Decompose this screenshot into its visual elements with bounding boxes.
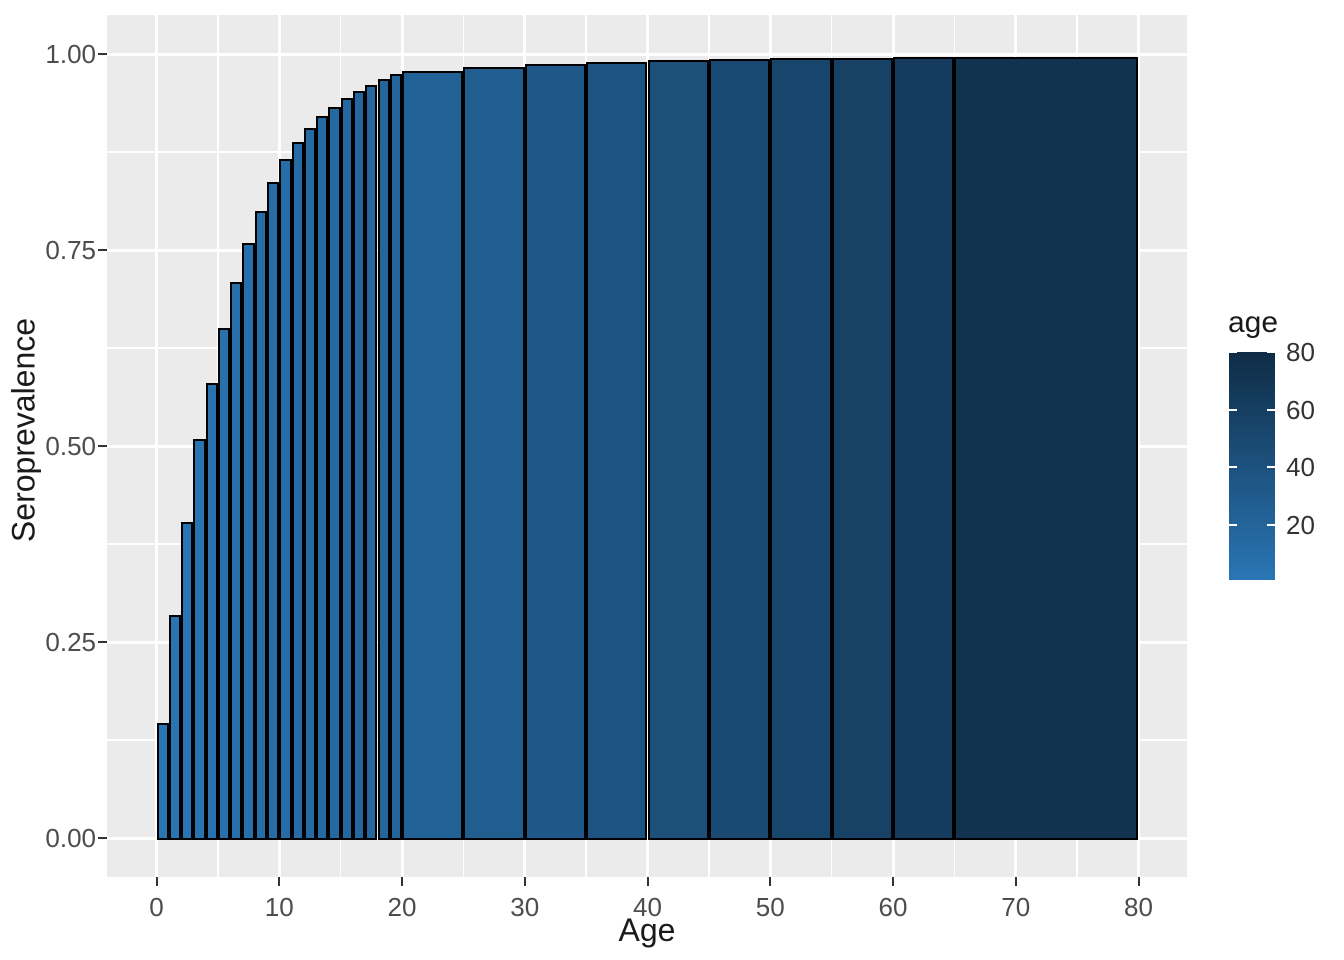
legend-tick-mark	[1267, 408, 1275, 411]
bar-age-30-35	[524, 63, 587, 840]
bar-age-11-12	[291, 141, 304, 840]
y-tick-mark	[98, 53, 107, 55]
legend-tick-mark	[1267, 466, 1275, 469]
legend-tick-mark	[1229, 524, 1237, 527]
legend-tick-mark	[1229, 351, 1237, 353]
y-tick-label: 0.50	[45, 431, 96, 461]
x-tick-mark	[1137, 877, 1140, 886]
bar-age-60-65	[893, 57, 955, 840]
legend-tick-label: 60	[1286, 394, 1315, 425]
x-tick-mark	[769, 877, 772, 886]
bar-age-14-15	[328, 106, 341, 840]
y-tick-mark	[98, 837, 107, 839]
bar-age-4-5	[205, 383, 218, 840]
y-tick-mark	[98, 445, 107, 447]
bar-age-20-25	[402, 71, 464, 840]
legend-tick-mark	[1267, 351, 1275, 353]
x-tick-mark	[278, 877, 281, 886]
bar-age-19-20	[389, 74, 402, 840]
bar-age-16-17	[352, 90, 366, 840]
y-tick-label: 0.25	[45, 627, 96, 657]
bar-age-55-60	[831, 57, 893, 840]
legend-tick-mark	[1229, 408, 1237, 411]
x-tick-mark	[646, 877, 649, 886]
bar-age-40-45	[647, 60, 709, 840]
bar-age-1-2	[168, 614, 182, 840]
x-tick-mark	[892, 877, 894, 886]
bar-age-13-14	[316, 115, 329, 840]
bar-age-35-40	[586, 61, 648, 840]
x-tick-mark	[523, 877, 526, 886]
x-tick-mark	[401, 877, 403, 886]
x-tick-label: 10	[264, 892, 294, 922]
bar-age-7-8	[242, 242, 255, 840]
bar-age-17-18	[365, 84, 378, 840]
y-tick-label: 1.00	[45, 39, 96, 69]
x-tick-mark	[1014, 877, 1017, 886]
x-tick-label: 70	[1001, 892, 1031, 922]
legend-title: age	[1228, 306, 1279, 339]
x-tick-label: 80	[1124, 892, 1153, 922]
bar-age-8-9	[254, 210, 267, 840]
bar-age-25-30	[463, 66, 525, 840]
bar-age-0-1	[156, 722, 169, 840]
bar-age-18-19	[377, 79, 390, 840]
bar-age-2-3	[181, 522, 194, 840]
bar-age-6-7	[230, 282, 243, 840]
y-tick-mark	[98, 641, 107, 643]
x-tick-label: 50	[755, 892, 785, 922]
x-tick-label: 40	[633, 892, 662, 922]
x-tick-mark	[155, 877, 158, 886]
bar-age-12-13	[303, 127, 317, 840]
bar-age-9-10	[267, 181, 280, 840]
y-tick-label: 0.00	[45, 823, 96, 853]
x-axis-title: Age	[618, 912, 676, 948]
bar-age-45-50	[708, 59, 771, 840]
x-major-gridline	[1137, 15, 1140, 877]
legend-colorbar	[1229, 352, 1275, 580]
x-tick-label: 0	[149, 892, 164, 922]
x-major-gridline	[155, 15, 158, 877]
x-tick-label: 20	[387, 892, 417, 922]
bar-age-10-11	[279, 159, 292, 840]
bar-age-65-80	[954, 56, 1139, 840]
legend-tick-mark	[1229, 466, 1237, 469]
bar-age-5-6	[217, 328, 231, 840]
legend-tick-label: 80	[1286, 337, 1315, 367]
legend-tick-label: 40	[1286, 452, 1315, 483]
y-tick-label: 0.75	[45, 235, 96, 265]
x-tick-label: 30	[510, 892, 540, 922]
bar-age-15-16	[340, 97, 353, 840]
y-tick-mark	[98, 249, 107, 251]
y-axis-title: Seroprevalence	[5, 317, 42, 543]
legend-tick-label: 20	[1286, 510, 1315, 541]
bar-age-50-55	[770, 58, 832, 840]
bar-age-3-4	[193, 438, 206, 840]
x-tick-label: 60	[878, 892, 908, 922]
legend-tick-mark	[1267, 524, 1275, 527]
plot-panel	[107, 15, 1187, 877]
